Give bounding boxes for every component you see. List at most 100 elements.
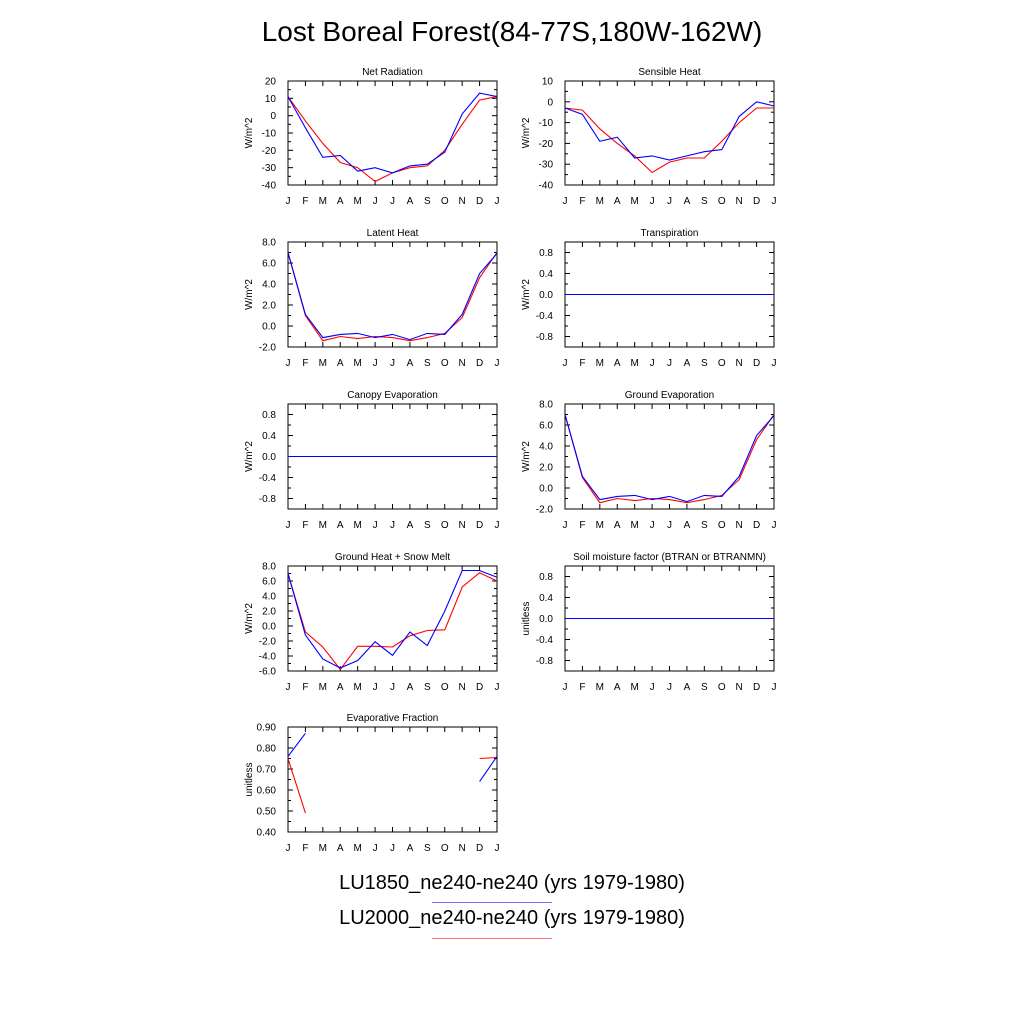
y-tick-label: 6.0 [262, 259, 276, 270]
x-tick-label: J [650, 196, 655, 207]
legend-entry-1: LU1850_ne240-ne240 (yrs 1979-1980) [0, 872, 1024, 895]
y-tick-label: 2.0 [262, 301, 276, 312]
series-line-1 [564, 101, 775, 161]
legend-label-2: LU2000_ne240-ne240 (yrs 1979-1980) [339, 907, 685, 929]
y-tick-label: -10 [539, 118, 554, 129]
y-tick-label: -0.8 [536, 656, 554, 667]
y-axis-label: unitless [521, 602, 532, 636]
y-tick-label: 0.0 [539, 614, 553, 625]
x-tick-label: J [373, 843, 378, 854]
y-tick-label: 0.80 [257, 744, 277, 755]
y-tick-label: 6.0 [539, 421, 553, 432]
x-tick-label: S [424, 682, 431, 693]
x-tick-label: O [718, 520, 726, 531]
y-tick-label: 0.90 [257, 723, 277, 734]
x-tick-label: O [718, 682, 726, 693]
x-tick-label: M [319, 196, 327, 207]
y-tick-label: 0.0 [262, 452, 276, 463]
y-tick-label: -2.0 [259, 637, 277, 648]
x-tick-label: A [407, 358, 414, 369]
x-tick-label: M [596, 196, 604, 207]
x-tick-label: J [373, 196, 378, 207]
x-tick-label: J [563, 196, 568, 207]
x-tick-label: F [302, 520, 308, 531]
x-tick-label: F [302, 358, 308, 369]
x-tick-label: O [718, 196, 726, 207]
x-tick-label: S [424, 358, 431, 369]
x-tick-label: D [753, 358, 760, 369]
x-tick-label: F [579, 196, 585, 207]
y-tick-label: -40 [539, 181, 554, 192]
x-tick-label: J [650, 358, 655, 369]
series-line-1 [287, 732, 306, 757]
panel-title: Net Radiation [362, 67, 423, 78]
y-tick-label: 4.0 [262, 592, 276, 603]
y-tick-label: -20 [262, 146, 277, 157]
x-tick-label: A [614, 682, 621, 693]
y-axis-label: unitless [244, 763, 255, 797]
x-tick-label: D [476, 520, 483, 531]
x-tick-label: M [319, 682, 327, 693]
x-tick-label: N [459, 520, 466, 531]
x-tick-label: A [337, 843, 344, 854]
x-tick-label: J [772, 520, 777, 531]
x-tick-label: J [373, 358, 378, 369]
x-tick-label: J [772, 196, 777, 207]
x-tick-label: O [441, 520, 449, 531]
x-tick-label: M [319, 520, 327, 531]
y-tick-label: 0.40 [257, 828, 277, 839]
x-tick-label: A [614, 520, 621, 531]
y-axis-label: W/m^2 [521, 117, 532, 148]
x-tick-label: F [579, 520, 585, 531]
x-tick-label: J [495, 196, 500, 207]
panel-8: Soil moisture factor (BTRAN or BTRANMN) u… [521, 552, 777, 693]
panel-title: Ground Evaporation [625, 390, 715, 401]
series-line-2 [564, 414, 775, 504]
x-tick-label: A [614, 196, 621, 207]
x-tick-label: A [407, 520, 414, 531]
y-tick-label: -30 [539, 160, 554, 171]
x-tick-label: M [319, 843, 327, 854]
y-tick-label: -6.0 [259, 667, 277, 678]
y-tick-label: -0.4 [259, 473, 277, 484]
x-tick-label: J [286, 520, 291, 531]
x-tick-label: J [667, 358, 672, 369]
plot-frame [287, 241, 498, 348]
x-tick-label: J [390, 520, 395, 531]
x-tick-label: D [753, 682, 760, 693]
x-tick-label: J [667, 682, 672, 693]
y-tick-label: -10 [262, 129, 277, 140]
x-tick-label: J [286, 843, 291, 854]
y-tick-label: 4.0 [262, 280, 276, 291]
x-tick-label: S [424, 520, 431, 531]
y-tick-label: 20 [265, 77, 277, 88]
x-tick-label: J [373, 682, 378, 693]
y-tick-label: 2.0 [262, 607, 276, 618]
y-tick-label: 0.0 [539, 290, 553, 301]
x-tick-label: S [701, 520, 708, 531]
y-tick-label: -2.0 [259, 343, 277, 354]
x-tick-label: N [736, 682, 743, 693]
x-tick-label: M [630, 520, 638, 531]
x-tick-label: J [286, 196, 291, 207]
x-tick-label: J [650, 682, 655, 693]
x-tick-label: N [736, 520, 743, 531]
x-tick-label: S [424, 196, 431, 207]
x-tick-label: F [579, 682, 585, 693]
x-tick-label: J [495, 682, 500, 693]
panel-title: Canopy Evaporation [347, 390, 438, 401]
y-tick-label: 0.70 [257, 765, 277, 776]
x-tick-label: M [353, 358, 361, 369]
x-tick-label: A [684, 358, 691, 369]
panel-title: Latent Heat [367, 228, 419, 239]
x-tick-label: A [684, 520, 691, 531]
y-tick-label: 6.0 [262, 577, 276, 588]
y-tick-label: -4.0 [259, 652, 277, 663]
series-line-2 [564, 107, 774, 174]
legend-label-1: LU1850_ne240-ne240 (yrs 1979-1980) [339, 872, 685, 894]
y-tick-label: -0.8 [536, 332, 554, 343]
